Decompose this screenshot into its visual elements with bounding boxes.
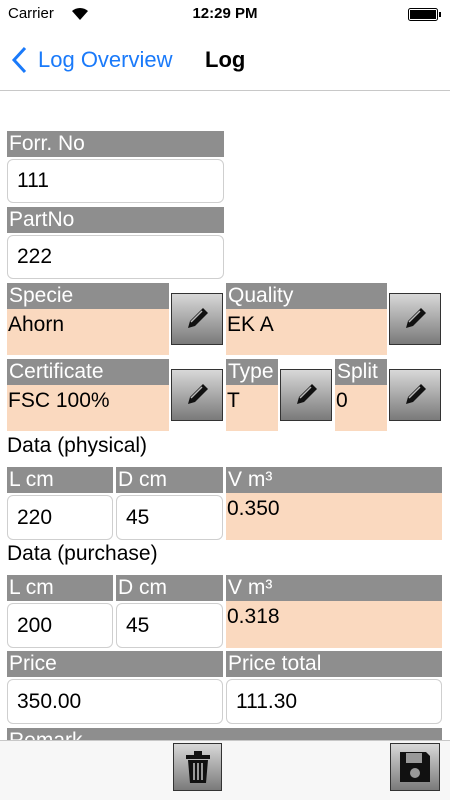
edit-button[interactable] bbox=[171, 369, 223, 421]
edit-button[interactable] bbox=[280, 369, 332, 421]
field-label: D cm bbox=[116, 467, 223, 493]
field-label: Forr. No bbox=[7, 131, 224, 157]
section-heading: Data (purchase) bbox=[7, 542, 158, 565]
delete-button[interactable] bbox=[173, 743, 222, 791]
text-input[interactable]: 350.00 bbox=[7, 679, 223, 724]
text-input[interactable]: 111 bbox=[7, 159, 224, 203]
field-label: Split bbox=[335, 359, 387, 385]
field-value: EK A bbox=[226, 309, 387, 355]
edit-button[interactable] bbox=[389, 369, 441, 421]
back-button[interactable]: Log Overview bbox=[38, 47, 173, 72]
field-label: V m³ bbox=[226, 575, 442, 601]
text-input[interactable]: 200 bbox=[7, 603, 113, 648]
field-label: Quality bbox=[226, 283, 387, 309]
field-label: Specie bbox=[7, 283, 169, 309]
edit-button[interactable] bbox=[389, 293, 441, 345]
section-heading: Data (physical) bbox=[7, 434, 148, 457]
field-value: FSC 100% bbox=[7, 385, 169, 431]
nav-separator bbox=[0, 90, 450, 91]
battery-icon bbox=[408, 8, 441, 21]
field-label: Price bbox=[7, 651, 223, 677]
field-label: L cm bbox=[7, 467, 113, 493]
back-chevron[interactable] bbox=[10, 46, 30, 74]
text-input[interactable]: 45 bbox=[116, 495, 223, 540]
wifi-icon bbox=[72, 7, 88, 20]
field-label: V m³ bbox=[226, 467, 442, 493]
field-label: D cm bbox=[116, 575, 223, 601]
field-label: L cm bbox=[7, 575, 113, 601]
clock: 12:29 PM bbox=[192, 5, 258, 22]
text-input[interactable]: 220 bbox=[7, 495, 113, 540]
save-button[interactable] bbox=[390, 743, 440, 791]
field-label: Price total bbox=[226, 651, 442, 677]
field-value: 0.350 bbox=[226, 493, 442, 540]
edit-button[interactable] bbox=[171, 293, 223, 345]
text-input[interactable]: 222 bbox=[7, 235, 224, 279]
text-input[interactable]: 45 bbox=[116, 603, 223, 648]
field-label: Certificate bbox=[7, 359, 169, 385]
toolbar bbox=[0, 740, 450, 800]
carrier: Carrier bbox=[8, 5, 54, 22]
text-input[interactable]: 111.30 bbox=[226, 679, 442, 724]
field-label: Type bbox=[226, 359, 278, 385]
field-label: PartNo bbox=[7, 207, 224, 233]
field-value: 0.318 bbox=[226, 601, 442, 648]
field-value: 0 bbox=[335, 385, 387, 431]
nav-title: Log bbox=[205, 47, 246, 72]
field-value: Ahorn bbox=[7, 309, 169, 355]
field-value: T bbox=[226, 385, 278, 431]
